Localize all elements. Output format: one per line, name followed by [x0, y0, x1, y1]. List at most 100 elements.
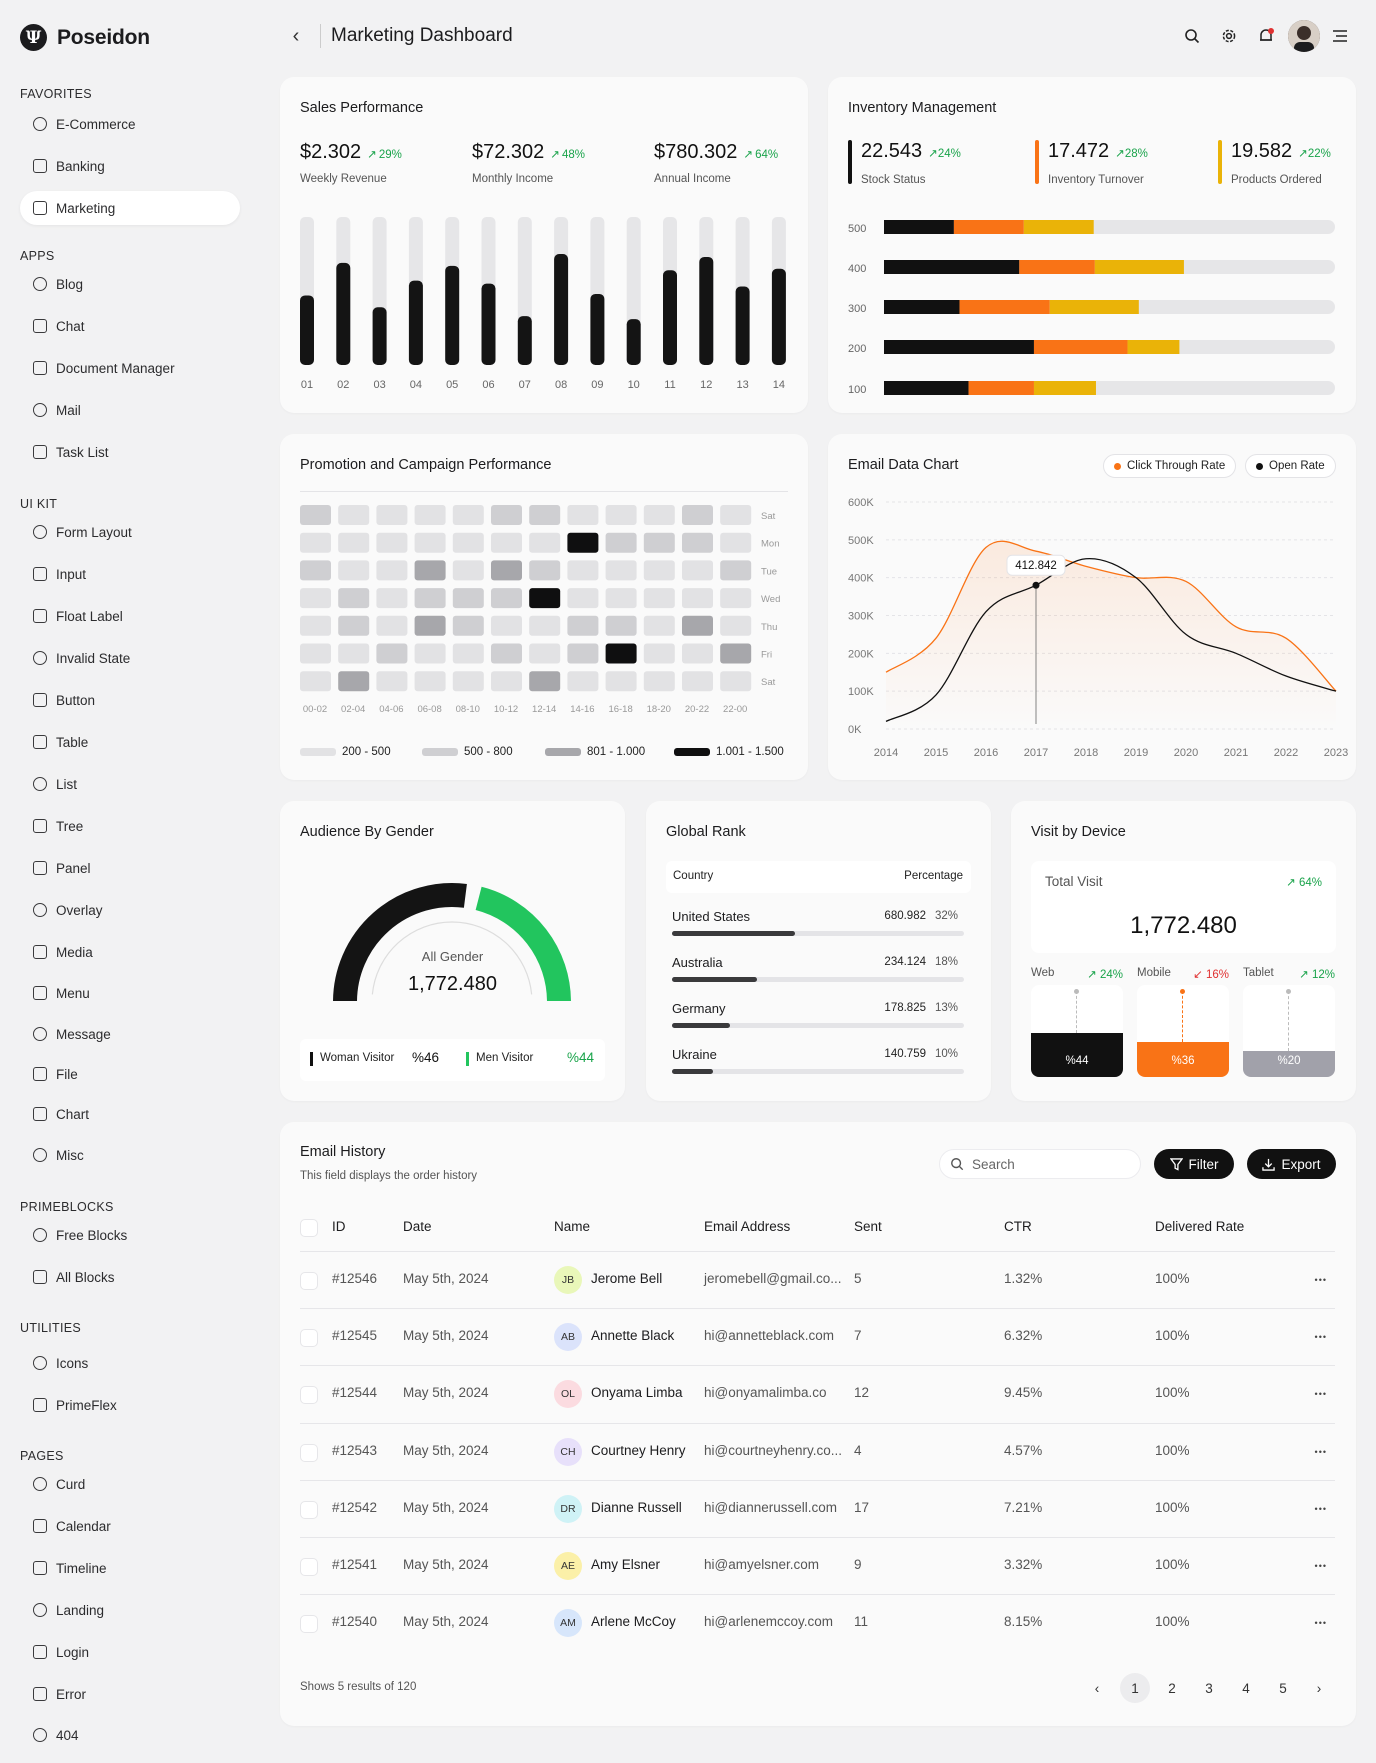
- sidebar-item-task-list[interactable]: Task List: [20, 435, 240, 469]
- more-options-icon[interactable]: •••: [1314, 1389, 1327, 1400]
- column-header[interactable]: Delivered Rate: [1155, 1219, 1245, 1234]
- row-checkbox[interactable]: [300, 1615, 318, 1634]
- search-input[interactable]: Search: [939, 1149, 1141, 1179]
- row-checkbox[interactable]: [300, 1386, 318, 1405]
- table-row[interactable]: #12543 May 5th, 2024 CH Courtney Henry hi@co…: [300, 1422, 1335, 1480]
- table-row[interactable]: #12544 May 5th, 2024 OL Onyama Limba hi@onya…: [300, 1365, 1335, 1422]
- cell-email: hi@diannerussell.com: [704, 1499, 838, 1515]
- sidebar-item-landing[interactable]: Landing: [20, 1593, 240, 1627]
- bar-products-ordered-200: [1127, 340, 1180, 354]
- sidebar-item-chart[interactable]: Chart: [20, 1097, 240, 1131]
- y-tick-label: 300K: [848, 611, 874, 623]
- column-header[interactable]: Name: [554, 1219, 591, 1234]
- sidebar-item-blog[interactable]: Blog: [20, 267, 240, 301]
- sidebar-item-media[interactable]: Media: [20, 935, 240, 969]
- bar-products-ordered-500: [1023, 220, 1094, 234]
- sidebar-item-curd[interactable]: Curd: [20, 1467, 240, 1501]
- sidebar-item-table[interactable]: Table: [20, 725, 240, 759]
- sidebar-item-form-layout[interactable]: Form Layout: [20, 515, 240, 549]
- filter-button[interactable]: Filter: [1154, 1149, 1234, 1179]
- export-button[interactable]: Export: [1247, 1149, 1336, 1179]
- legend-click-through-rate[interactable]: Click Through Rate: [1103, 454, 1237, 478]
- row-checkbox[interactable]: [300, 1500, 318, 1519]
- table-row[interactable]: #12542 May 5th, 2024 DR Dianne Russell hi@di…: [300, 1479, 1335, 1537]
- progress-fill: [672, 1023, 731, 1028]
- search-icon[interactable]: [1180, 24, 1204, 48]
- sidebar-item-e-commerce[interactable]: E-Commerce: [20, 107, 240, 141]
- more-options-icon[interactable]: •••: [1314, 1332, 1327, 1343]
- row-checkbox[interactable]: [300, 1329, 318, 1348]
- sidebar-item-panel[interactable]: Panel: [20, 851, 240, 885]
- kpi-value: $2.302 ↗ 29%: [300, 141, 402, 163]
- page-3[interactable]: 3: [1205, 1680, 1213, 1696]
- column-header[interactable]: Email Address: [704, 1219, 791, 1234]
- page-4[interactable]: 4: [1242, 1680, 1250, 1696]
- sidebar-item-list[interactable]: List: [20, 767, 240, 801]
- menu-icon[interactable]: [1328, 24, 1352, 48]
- column-header[interactable]: ID: [332, 1219, 346, 1234]
- sidebar-item-icons[interactable]: Icons: [20, 1346, 240, 1380]
- row-checkbox[interactable]: [300, 1558, 318, 1576]
- heat-cell: [567, 671, 599, 692]
- page-1[interactable]: 1: [1120, 1673, 1150, 1703]
- sidebar-item-free-blocks[interactable]: Free Blocks: [20, 1218, 240, 1252]
- sidebar-item-menu[interactable]: Menu: [20, 976, 240, 1010]
- back-icon[interactable]: ‹: [292, 25, 300, 47]
- sidebar-item-marketing[interactable]: Marketing: [20, 191, 240, 225]
- sidebar-item-label: Misc: [56, 1147, 84, 1163]
- bar-10: [626, 319, 641, 365]
- sidebar-item-file[interactable]: File: [20, 1057, 240, 1091]
- banking-icon: [33, 159, 47, 173]
- more-options-icon[interactable]: •••: [1314, 1561, 1327, 1571]
- sidebar-item-message[interactable]: Message: [20, 1017, 240, 1051]
- sidebar-item-calendar[interactable]: Calendar: [20, 1509, 240, 1543]
- sidebar-item-404[interactable]: 404: [20, 1718, 240, 1752]
- sidebar-item-login[interactable]: Login: [20, 1635, 240, 1669]
- gender-legend: Woman Visitor %46 Men Visitor %44: [300, 1039, 605, 1081]
- table-row[interactable]: #12546 May 5th, 2024 JB Jerome Bell jeromebe…: [300, 1251, 1335, 1308]
- bell-icon[interactable]: [1254, 24, 1278, 48]
- sidebar-item-timeline[interactable]: Timeline: [20, 1551, 240, 1585]
- page-5[interactable]: 5: [1279, 1680, 1287, 1696]
- page-2[interactable]: 2: [1168, 1680, 1176, 1696]
- more-options-icon[interactable]: •••: [1314, 1618, 1327, 1629]
- sidebar-item-primeflex[interactable]: PrimeFlex: [20, 1388, 240, 1422]
- select-all-checkbox[interactable]: [300, 1219, 318, 1237]
- avatar[interactable]: [1288, 20, 1320, 52]
- next-page-icon[interactable]: ›: [1316, 1680, 1322, 1696]
- more-options-icon[interactable]: •••: [1314, 1503, 1327, 1514]
- column-header[interactable]: Date: [403, 1219, 432, 1234]
- country-percentage: 18%: [934, 956, 958, 968]
- heat-cell: [643, 615, 675, 636]
- country-percentage: 32%: [934, 910, 958, 922]
- sidebar-item-float-label[interactable]: Float Label: [20, 599, 240, 633]
- row-checkbox[interactable]: [300, 1443, 318, 1462]
- sidebar-item-input[interactable]: Input: [20, 557, 240, 591]
- column-header[interactable]: CTR: [1004, 1219, 1032, 1234]
- row-checkbox[interactable]: [300, 1272, 318, 1290]
- table-row[interactable]: #12540 May 5th, 2024 AM Arlene McCoy hi@arle…: [300, 1594, 1335, 1651]
- sidebar-item-button[interactable]: Button: [20, 683, 240, 717]
- progress-track: [672, 931, 964, 936]
- more-options-icon[interactable]: •••: [1314, 1275, 1327, 1285]
- gear-icon[interactable]: [1217, 24, 1241, 48]
- table-row[interactable]: #12545 May 5th, 2024 AB Annette Black hi@ann…: [300, 1308, 1335, 1365]
- sidebar-item-overlay[interactable]: Overlay: [20, 893, 240, 927]
- sidebar-item-error[interactable]: Error: [20, 1677, 240, 1711]
- brand[interactable]: Ψ Poseidon: [20, 24, 150, 51]
- sidebar-item-mail[interactable]: Mail: [20, 393, 240, 427]
- prev-page-icon[interactable]: ‹: [1094, 1680, 1100, 1696]
- sidebar-item-all-blocks[interactable]: All Blocks: [20, 1260, 240, 1294]
- sidebar-item-chat[interactable]: Chat: [20, 309, 240, 343]
- column-header[interactable]: Sent: [854, 1219, 882, 1234]
- sidebar-item-invalid-state[interactable]: Invalid State: [20, 641, 240, 675]
- cell-sent: 17: [854, 1499, 870, 1515]
- sidebar-item-misc[interactable]: Misc: [20, 1138, 240, 1172]
- sales-performance-card: Sales Performance $2.302 ↗ 29% Weekly Reve…: [280, 77, 808, 413]
- sidebar-item-banking[interactable]: Banking: [20, 149, 240, 183]
- legend-open-rate[interactable]: Open Rate: [1245, 454, 1336, 478]
- sidebar-item-tree[interactable]: Tree: [20, 809, 240, 843]
- table-row[interactable]: #12541 May 5th, 2024 AE Amy Elsner hi@amyels…: [300, 1537, 1335, 1594]
- sidebar-item-document-manager[interactable]: Document Manager: [20, 351, 240, 385]
- more-options-icon[interactable]: •••: [1314, 1446, 1327, 1457]
